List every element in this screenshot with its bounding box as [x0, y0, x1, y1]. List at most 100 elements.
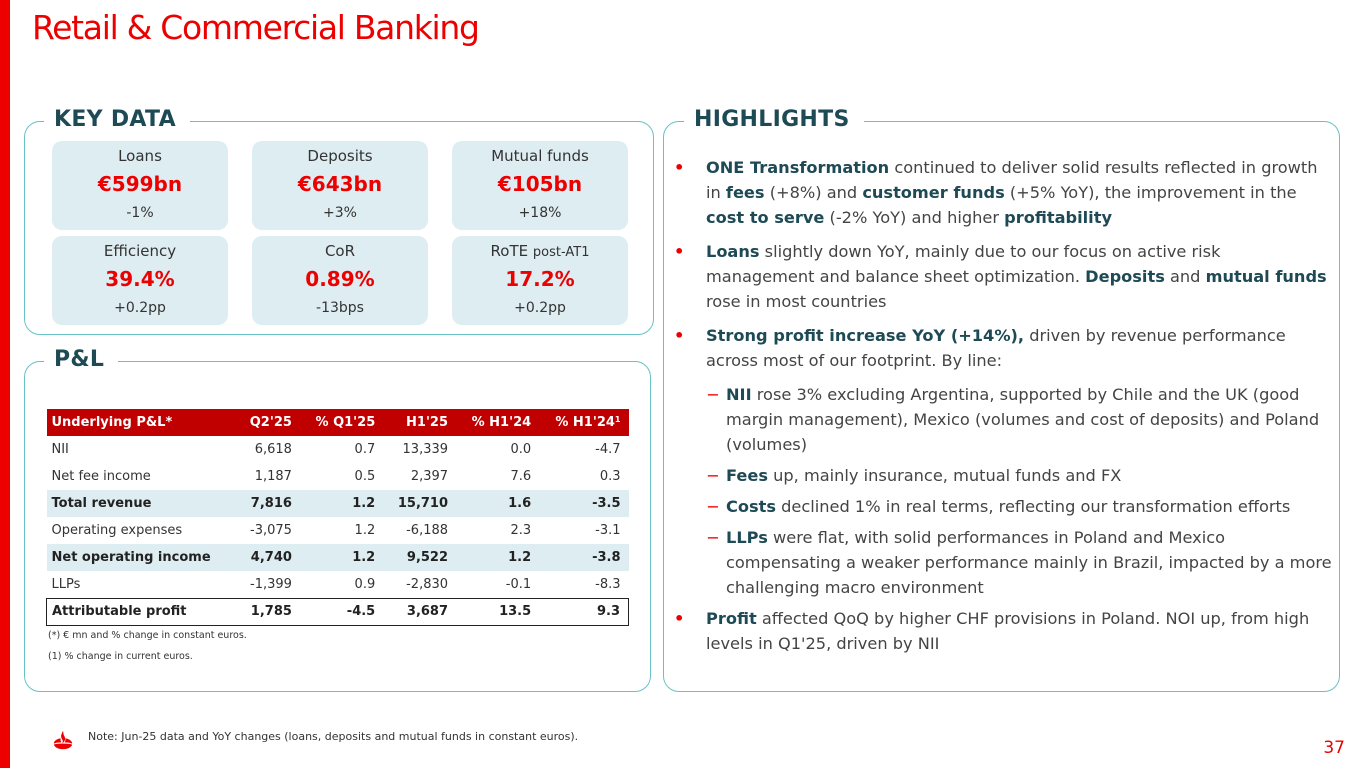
table-row: Net fee income 1,187 0.5 2,397 7.6 0.3 — [47, 463, 629, 490]
highlight-keyword: ONE Transformation — [706, 158, 890, 177]
highlight-keyword: NII — [726, 385, 752, 404]
kpi-card-rote: RoTE post-AT1 17.2% +0.2pp — [452, 236, 628, 325]
highlight-subitem: − Fees up, mainly insurance, mutual funds… — [674, 463, 1334, 488]
bullet-icon: • — [674, 609, 685, 628]
highlight-subitem: − Costs declined 1% in real terms, reflec… — [674, 494, 1334, 519]
highlight-text: (+8%) and — [764, 183, 863, 202]
row-label: Total revenue — [46, 490, 236, 517]
kpi-change: +0.2pp — [114, 300, 166, 316]
table-cell: 15,710 — [383, 490, 457, 517]
pl-col-header-text: % H1'24 — [555, 415, 615, 430]
brand-side-bar — [0, 0, 10, 768]
bullet-icon: • — [674, 242, 685, 261]
table-cell: 1.2 — [456, 544, 540, 571]
kpi-card-efficiency: Efficiency 39.4% +0.2pp — [52, 236, 228, 325]
highlight-text: declined 1% in real terms, reflecting ou… — [776, 497, 1291, 516]
kpi-value: 0.89% — [305, 267, 375, 291]
dash-bullet-icon: − — [706, 385, 720, 404]
row-label: LLPs — [51, 576, 81, 592]
pl-footnote: (1) % change in current euros. — [48, 651, 193, 662]
table-cell: 2.3 — [510, 523, 532, 538]
pl-header-row: Underlying P&L* Q2'25 % Q1'25 H1'25 % H1… — [46, 409, 629, 436]
table-cell: -4.5 — [299, 597, 384, 626]
highlight-text: rose in most countries — [706, 292, 887, 311]
pl-table: Underlying P&L* Q2'25 % Q1'25 H1'25 % H1… — [45, 409, 630, 626]
kpi-value: 39.4% — [105, 267, 175, 291]
table-cell: -2,830 — [406, 576, 449, 592]
highlight-text: were flat, with solid performances in Po… — [726, 528, 1332, 597]
kpi-change: -1% — [126, 205, 154, 221]
table-cell: 13.5 — [456, 597, 540, 626]
table-cell: -3.5 — [539, 490, 629, 517]
highlight-keyword: Loans — [706, 242, 760, 261]
row-label: NII — [51, 442, 69, 457]
dash-bullet-icon: − — [706, 497, 720, 516]
row-label: Operating expenses — [51, 523, 183, 538]
page-title: Retail & Commercial Banking — [32, 8, 480, 47]
kpi-change: +3% — [323, 205, 357, 221]
highlight-keyword: profitability — [1004, 208, 1113, 227]
table-cell: 1.2 — [354, 523, 376, 538]
kpi-change: +18% — [518, 205, 562, 221]
row-label: Attributable profit — [45, 597, 236, 626]
table-cell: 9.3 — [539, 597, 630, 626]
kpi-label: Efficiency — [103, 242, 177, 260]
highlights-panel — [663, 121, 1340, 692]
kpi-label: CoR — [324, 242, 356, 260]
highlight-item: • Strong profit increase YoY (+14%), driv… — [674, 323, 1334, 373]
pl-col-header: Q2'25 — [235, 409, 300, 436]
pl-footnote: (*) € mn and % change in constant euros. — [48, 630, 247, 641]
table-cell: -3,075 — [250, 523, 292, 538]
highlight-keyword: Deposits — [1085, 267, 1165, 286]
table-row: Attributable profit 1,785 -4.5 3,687 13.5 9.3 — [45, 597, 630, 626]
pl-heading: P&L — [44, 347, 119, 372]
kpi-value: 17.2% — [505, 267, 575, 291]
kpi-card-loans: Loans €599bn -1% — [52, 141, 228, 230]
pl-panel — [24, 361, 651, 692]
table-cell: -3.1 — [595, 523, 621, 538]
highlight-text: and — [1164, 267, 1206, 286]
kpi-change: +0.2pp — [514, 300, 566, 316]
table-row: LLPs -1,399 0.9 -2,830 -0.1 -8.3 — [47, 571, 629, 598]
key-data-heading: KEY DATA — [44, 107, 190, 132]
source-note: Note: Jun-25 data and YoY changes (loans… — [88, 730, 579, 743]
table-cell: 3,687 — [383, 597, 457, 626]
table-row: NII 6,618 0.7 13,339 0.0 -4.7 — [47, 436, 629, 463]
kpi-card-cor: CoR 0.89% -13bps — [252, 236, 428, 325]
table-cell: -6,188 — [406, 523, 449, 538]
highlight-keyword: cost to serve — [706, 208, 825, 227]
highlight-keyword: Fees — [726, 466, 768, 485]
highlights-heading: HIGHLIGHTS — [684, 107, 864, 132]
table-cell: -4.7 — [595, 442, 621, 457]
bullet-icon: • — [674, 326, 685, 345]
table-cell: 1,785 — [235, 597, 300, 626]
table-cell: 1.6 — [456, 490, 540, 517]
highlight-keyword: mutual funds — [1205, 267, 1327, 286]
kpi-value: €643bn — [297, 172, 383, 196]
table-cell: -1,399 — [250, 576, 292, 592]
table-cell: 7,816 — [235, 490, 300, 517]
pl-col-header: H1'25 — [383, 409, 457, 436]
kpi-card-deposits: Deposits €643bn +3% — [252, 141, 428, 230]
pl-col-header: % H1'24 — [456, 409, 540, 436]
kpi-change: -13bps — [316, 300, 364, 316]
pl-col-header: % H1'241 — [539, 409, 629, 436]
highlight-keyword: Profit — [706, 609, 757, 628]
bullet-icon: • — [674, 158, 685, 177]
highlight-item: • Loans slightly down YoY, mainly due to … — [674, 239, 1334, 314]
highlight-text: slightly down YoY, mainly due to our foc… — [706, 242, 1221, 286]
kpi-value: €105bn — [497, 172, 583, 196]
table-cell: 7.6 — [510, 469, 532, 484]
highlight-keyword: fees — [725, 183, 765, 202]
table-cell: -0.1 — [505, 576, 532, 592]
page-number: 37 — [1323, 738, 1345, 758]
table-cell: 1.2 — [299, 490, 384, 517]
highlight-keyword: Strong profit increase YoY (+14%), — [706, 326, 1025, 345]
table-cell: 1.2 — [299, 544, 384, 571]
highlight-subitem: − NII rose 3% excluding Argentina, suppor… — [674, 382, 1334, 457]
kpi-label-qualifier: post-AT1 — [532, 245, 590, 260]
table-cell: -3.8 — [539, 544, 629, 571]
table-row: Total revenue 7,816 1.2 15,710 1.6 -3.5 — [46, 490, 629, 517]
highlight-text: up, mainly insurance, mutual funds and F… — [768, 466, 1122, 485]
dash-bullet-icon: − — [706, 466, 720, 485]
